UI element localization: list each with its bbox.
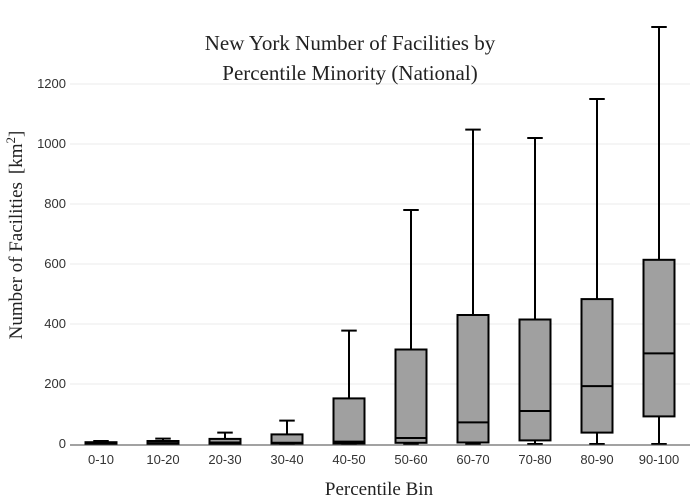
x-tick-label: 90-100 (639, 452, 679, 467)
y-axis-title-text: Number of Facilities (6, 182, 27, 339)
iqr-box (394, 348, 428, 444)
x-tick-label: 70-80 (518, 452, 551, 467)
x-tick-label: 30-40 (270, 452, 303, 467)
box-70-80 (518, 137, 552, 445)
x-tick-label: 50-60 (394, 452, 427, 467)
y-axis-unit-close: ] (6, 131, 27, 137)
x-tick-label: 20-30 (208, 452, 241, 467)
iqr-box (642, 258, 676, 418)
boxes (84, 26, 676, 446)
box-90-100 (642, 26, 676, 445)
y-tick-label: 600 (44, 256, 66, 271)
x-tick-label: 60-70 (456, 452, 489, 467)
y-tick-label: 1000 (37, 136, 66, 151)
y-tick-label: 200 (44, 376, 66, 391)
y-axis-unit: [km (6, 143, 27, 174)
y-axis-title: Number of Facilities [km2] (3, 131, 27, 340)
x-tick-label: 40-50 (332, 452, 365, 467)
y-tick-label: 400 (44, 316, 66, 331)
box-30-40 (270, 419, 304, 445)
y-tick-label: 800 (44, 196, 66, 211)
box-60-70 (456, 128, 490, 445)
box-20-30 (208, 431, 242, 445)
y-tick-label: 1200 (37, 76, 66, 91)
box-0-10 (84, 440, 118, 446)
box-50-60 (394, 209, 428, 445)
box-10-20 (146, 437, 180, 445)
iqr-box (208, 437, 242, 445)
iqr-box (580, 298, 614, 434)
chart-title-line-2: Percentile Minority (National) (222, 61, 477, 85)
iqr-box (456, 314, 490, 444)
x-tick-labels: 0-10 10-20 20-30 30-40 40-50 50-60 60-70 70-80 8… (88, 452, 679, 467)
chart-title-line-1: New York Number of Facilities by (205, 31, 496, 55)
iqr-box (518, 318, 552, 442)
box-80-90 (580, 98, 614, 445)
x-tick-label: 80-90 (580, 452, 613, 467)
iqr-box (332, 397, 366, 445)
x-axis-title: Percentile Bin (325, 479, 434, 500)
x-tick-label: 10-20 (146, 452, 179, 467)
y-axis-unit-superscript: 2 (3, 137, 18, 144)
y-tick-label: 0 (59, 436, 66, 451)
y-tick-labels: 0 200 400 600 800 1000 1200 (37, 76, 66, 451)
box-40-50 (332, 329, 366, 445)
x-tick-label: 0-10 (88, 452, 114, 467)
